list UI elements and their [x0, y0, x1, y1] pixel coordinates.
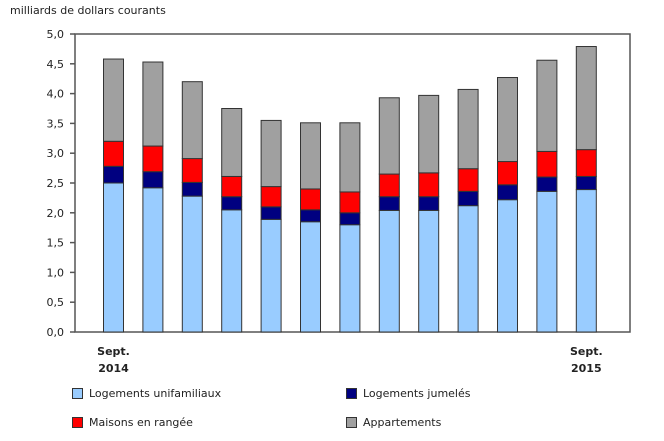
legend-item-logements-unifamiliaux: Logements unifamiliaux	[72, 387, 221, 400]
bar-segment-logements-unifamiliaux-0	[103, 182, 124, 333]
bar-segment-appartements-1	[142, 61, 164, 147]
legend-swatch-logements-unifamiliaux	[72, 388, 83, 399]
bar-segment-logements-unifamiliaux-4	[260, 218, 282, 333]
bar-segment-logements-jumel-s-5	[300, 209, 321, 223]
bar-segment-maisons-en-rang-e-0	[103, 140, 124, 167]
x-tick-label-month: Sept.	[570, 345, 603, 358]
bar-segment-logements-unifamiliaux-10	[497, 199, 518, 333]
legend-label: Appartements	[363, 416, 442, 429]
bar-segment-maisons-en-rang-e-2	[181, 158, 203, 183]
bar-segment-appartements-12	[575, 46, 597, 151]
plot-area: 0,0 0,5 1,0 1,5 2,0 2,5 3,0 3,5 4,0 4,5 5,0 Sept. 20…	[47, 28, 631, 375]
y-tick-label: 4,5	[47, 58, 65, 71]
y-tick-label: 0,5	[47, 296, 65, 309]
bar-segment-logements-unifamiliaux-5	[300, 221, 321, 333]
bar-segment-logements-jumel-s-0	[103, 165, 124, 184]
bar-segment-maisons-en-rang-e-3	[221, 175, 243, 198]
bar-segment-logements-unifamiliaux-3	[221, 209, 243, 333]
bar-segment-appartements-4	[260, 119, 282, 188]
y-tick-label: 1,5	[47, 237, 65, 250]
legend-item-maisons-en-rangee: Maisons en rangée	[72, 416, 193, 429]
y-tick-label: 4,0	[47, 88, 65, 101]
y-tick-label: 1,0	[47, 266, 65, 279]
bar-segment-logements-jumel-s-7	[378, 196, 400, 211]
x-tick-label-year: 2014	[98, 362, 129, 375]
bar-segment-appartements-2	[181, 81, 203, 160]
y-tick-label: 2,5	[47, 177, 65, 190]
bar-segment-maisons-en-rang-e-11	[536, 150, 558, 178]
bar-segment-maisons-en-rang-e-4	[260, 186, 282, 208]
y-axis-title: milliards de dollars courants	[10, 4, 166, 17]
y-tick-label: 5,0	[47, 28, 65, 41]
bar-segment-maisons-en-rang-e-9	[457, 168, 479, 192]
bar-segment-logements-jumel-s-9	[457, 190, 479, 207]
bar-segment-logements-unifamiliaux-9	[457, 205, 479, 333]
legend-swatch-logements-jumeles	[346, 388, 357, 399]
bar-segment-logements-jumel-s-4	[260, 206, 282, 220]
legend-item-logements-jumeles: Logements jumelés	[346, 387, 470, 400]
bar-segment-appartements-3	[221, 108, 243, 177]
bar-segment-logements-jumel-s-12	[575, 175, 597, 191]
bar-segment-maisons-en-rang-e-8	[418, 172, 440, 198]
y-tick-label: 3,5	[47, 117, 65, 130]
legend-item-appartements: Appartements	[346, 416, 441, 429]
bar-segment-logements-unifamiliaux-8	[418, 209, 440, 333]
bar-segment-appartements-8	[418, 94, 440, 174]
bar-segment-logements-jumel-s-3	[221, 196, 243, 211]
bar-segment-logements-jumel-s-1	[142, 171, 164, 189]
bar-segment-logements-jumel-s-2	[181, 181, 203, 197]
bar-segment-appartements-7	[378, 97, 400, 175]
legend-label: Maisons en rangée	[89, 416, 193, 429]
legend-label: Logements unifamiliaux	[89, 387, 222, 400]
bar-segment-maisons-en-rang-e-7	[378, 173, 400, 198]
bar-segment-logements-jumel-s-8	[418, 196, 440, 211]
bar-segment-maisons-en-rang-e-6	[339, 191, 361, 214]
bar-segment-appartements-0	[103, 58, 124, 142]
bar-segment-logements-jumel-s-10	[497, 184, 518, 201]
bar-segment-logements-unifamiliaux-2	[181, 195, 203, 333]
y-tick-label: 3,0	[47, 147, 65, 160]
bar-segment-logements-jumel-s-11	[536, 176, 558, 192]
bar-segment-logements-jumel-s-6	[339, 212, 361, 226]
legend-label: Logements jumelés	[363, 387, 471, 400]
bar-segment-logements-unifamiliaux-7	[378, 209, 400, 333]
y-tick-label: 0,0	[47, 326, 65, 339]
bar-segment-logements-unifamiliaux-11	[536, 190, 558, 333]
bar-segment-logements-unifamiliaux-6	[339, 224, 361, 333]
bar-segment-maisons-en-rang-e-5	[300, 188, 321, 211]
legend-swatch-maisons-en-rangee	[72, 417, 83, 428]
bar-segment-appartements-6	[339, 122, 361, 193]
bar-segment-appartements-10	[497, 77, 518, 163]
bar-segment-logements-unifamiliaux-12	[575, 189, 597, 333]
bar-segment-appartements-11	[536, 59, 558, 152]
legend-swatch-appartements	[346, 417, 357, 428]
bar-segment-appartements-5	[300, 122, 321, 190]
bar-segment-logements-unifamiliaux-1	[142, 187, 164, 333]
x-tick-label-year: 2015	[571, 362, 602, 375]
x-tick-label-month: Sept.	[97, 345, 130, 358]
y-tick-label: 2,0	[47, 207, 65, 220]
bar-segment-maisons-en-rang-e-10	[497, 161, 518, 186]
bar-segment-maisons-en-rang-e-12	[575, 149, 597, 177]
bar-segment-appartements-9	[457, 88, 479, 170]
bar-segment-maisons-en-rang-e-1	[142, 145, 164, 173]
